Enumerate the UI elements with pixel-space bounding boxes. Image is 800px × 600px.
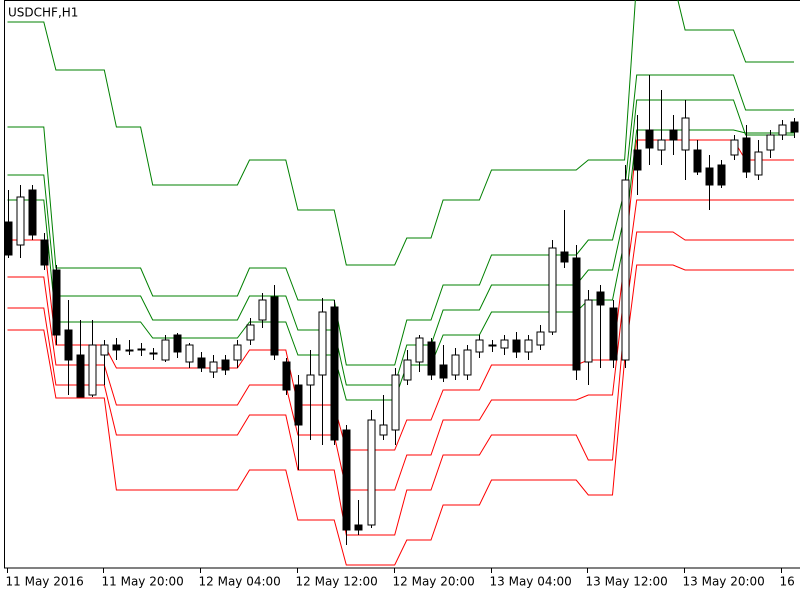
candle-body <box>669 129 678 141</box>
candle-body <box>258 299 267 321</box>
x-tick-label: 12 May 20:00 <box>393 575 475 589</box>
candle-body <box>52 269 61 336</box>
candle-body <box>403 359 412 381</box>
candle-body <box>16 196 25 246</box>
candle-body <box>451 354 460 376</box>
candle-body <box>475 339 484 353</box>
candle-body <box>766 134 775 151</box>
candle-body <box>693 149 702 173</box>
candle-body <box>367 419 376 526</box>
candle-body <box>705 167 714 186</box>
candle-body <box>645 129 654 149</box>
candle-body <box>560 251 569 263</box>
candle-body <box>596 291 605 306</box>
candle-body <box>754 151 763 176</box>
x-tick-label: 13 May 04:00 <box>490 575 572 589</box>
candle-body <box>282 361 291 391</box>
candle-body <box>294 384 303 426</box>
candle-body <box>149 352 158 355</box>
candle-body <box>28 189 37 236</box>
candle-body <box>415 337 424 363</box>
x-tick-label: 13 May 12:00 <box>586 575 668 589</box>
x-tick-label: 11 May 2016 <box>6 575 84 589</box>
candle-body <box>318 311 327 376</box>
candle-body <box>342 429 351 531</box>
candle-body <box>488 344 497 347</box>
candle-body <box>354 524 363 531</box>
candle-body <box>500 339 509 349</box>
candle-body <box>125 349 134 352</box>
band-line <box>7 74 794 366</box>
candle-body <box>221 359 230 371</box>
x-axis: 11 May 2016 11 May 20:00 12 May 04:00 12 Ma… <box>6 568 795 589</box>
candle-body <box>657 139 666 151</box>
candle-body <box>197 357 206 369</box>
candle-body <box>730 139 739 156</box>
candle-body <box>233 344 242 361</box>
candle-body <box>778 124 787 136</box>
band-line <box>7 139 794 451</box>
candle-body <box>185 344 194 363</box>
candle-body <box>572 257 581 371</box>
candle-body <box>246 324 255 341</box>
candle-body <box>681 117 690 151</box>
candle-body <box>584 299 593 363</box>
band-line <box>7 231 794 536</box>
candle-body <box>524 339 533 353</box>
chart-title: USDCHF,H1 <box>8 6 78 20</box>
band-line <box>7 129 794 401</box>
candle-body <box>209 361 218 373</box>
candle-body <box>64 329 73 361</box>
candle-body <box>270 296 279 356</box>
candle-body <box>717 164 726 186</box>
candle-body <box>161 339 170 361</box>
candle-body <box>439 364 448 379</box>
candle-body <box>137 348 146 351</box>
candle-body <box>536 331 545 346</box>
candle-body <box>790 121 799 133</box>
candle-body <box>88 344 97 396</box>
x-tick-label: 12 May 04:00 <box>199 575 281 589</box>
candle-body <box>112 344 121 351</box>
candle-body <box>609 307 618 361</box>
candle-body <box>173 334 182 353</box>
candle-body <box>330 306 339 441</box>
x-tick-label: 13 May 20:00 <box>683 575 765 589</box>
candle-body <box>100 344 109 356</box>
x-tick-label: 16 <box>780 575 795 589</box>
candle-body <box>391 374 400 431</box>
band-line <box>7 99 794 386</box>
candle-body <box>379 424 388 436</box>
candle-body <box>742 137 751 173</box>
candle-body <box>512 339 521 353</box>
x-tick-label: 12 May 12:00 <box>296 575 378 589</box>
band-line <box>7 0 794 266</box>
candle-body <box>427 341 436 376</box>
candle-body <box>633 149 642 171</box>
candle-body <box>306 374 315 386</box>
candle-body <box>5 221 13 256</box>
candle-body <box>621 179 630 361</box>
plot-area <box>5 0 799 566</box>
band-line <box>7 199 794 491</box>
plot-frame <box>4 0 800 569</box>
x-tick-label: 11 May 20:00 <box>102 575 184 589</box>
candle-body <box>76 354 85 398</box>
candle-body <box>463 349 472 376</box>
candle-body <box>40 239 49 266</box>
candle-body <box>548 247 557 333</box>
band-line <box>7 264 794 566</box>
